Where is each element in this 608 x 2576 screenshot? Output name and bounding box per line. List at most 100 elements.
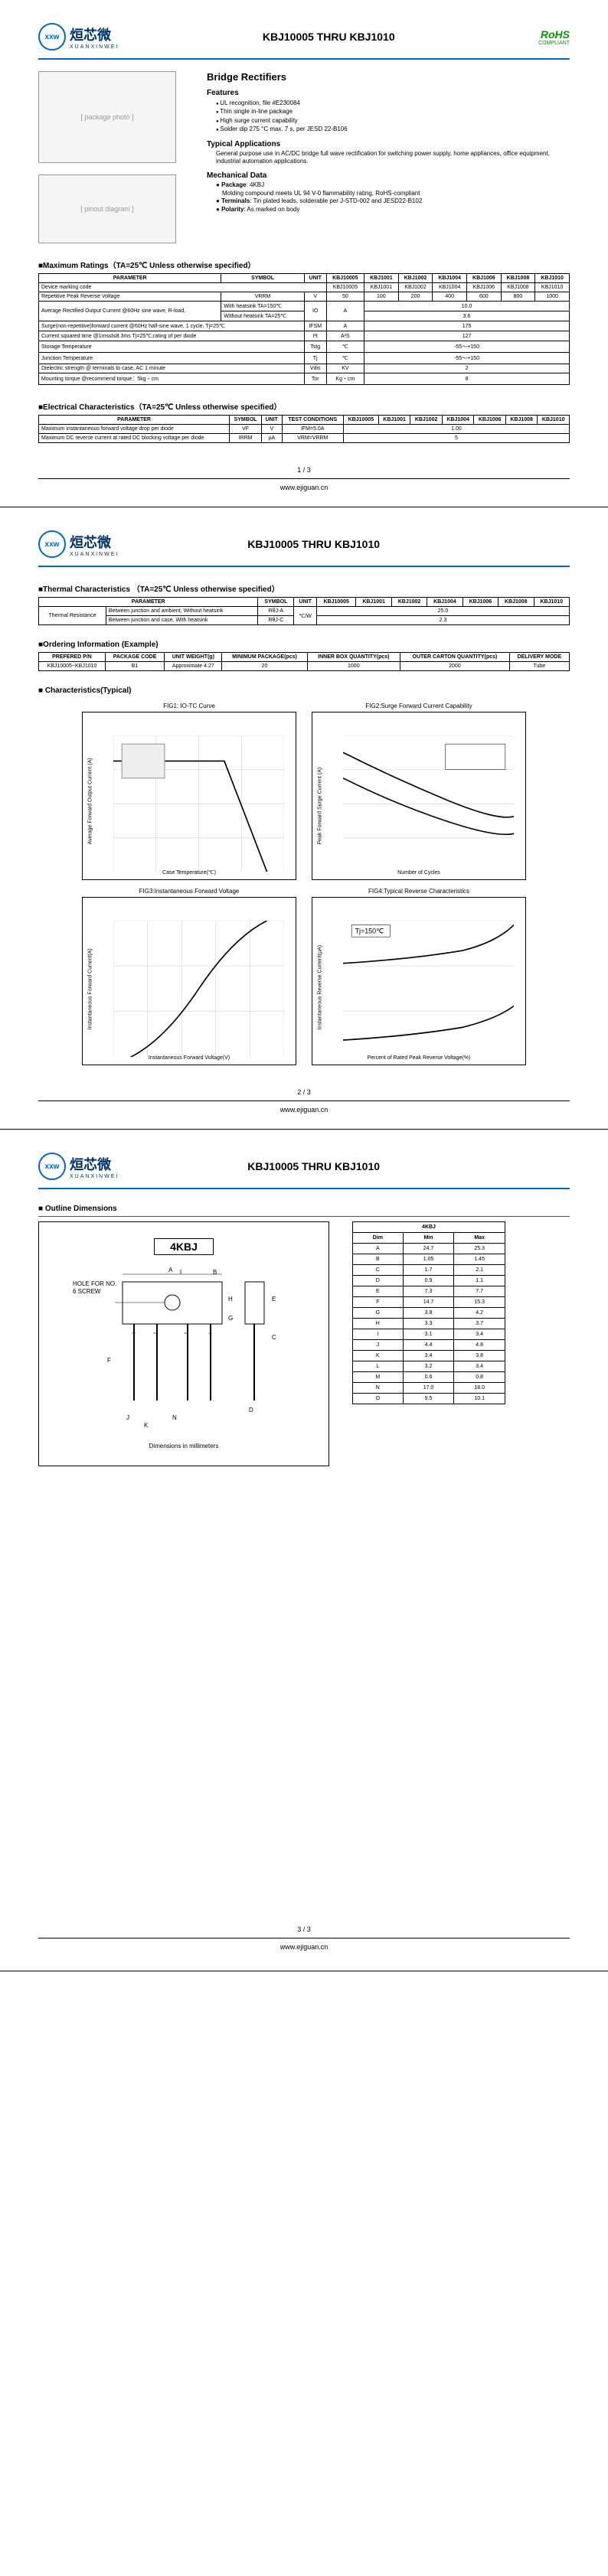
table-row: N17.018.0 bbox=[353, 1383, 505, 1394]
footer-url: www.ejiguan.cn bbox=[38, 1106, 570, 1114]
td: A bbox=[326, 321, 364, 331]
svg-text:A: A bbox=[168, 1267, 173, 1273]
svg-text:E: E bbox=[272, 1296, 276, 1303]
td: 2000 bbox=[400, 662, 510, 671]
td: IFSM bbox=[304, 321, 326, 331]
td: Device marking code bbox=[39, 283, 327, 292]
td: 3.3 bbox=[403, 1319, 454, 1329]
table-row: Device marking code KBJ10005 KBJ1001 KBJ… bbox=[39, 283, 570, 292]
table-row: Junction Temperature Tj ℃ -55～+150 bbox=[39, 353, 570, 364]
td: -55～+150 bbox=[364, 353, 570, 364]
th: Dim bbox=[353, 1233, 404, 1244]
footer-rule bbox=[38, 478, 570, 479]
td: 600 bbox=[466, 292, 501, 302]
td: KBJ10005~KBJ1010 bbox=[39, 662, 106, 671]
apps-text: General purpose use in AC/DC bridge full… bbox=[216, 150, 570, 166]
td: KV bbox=[326, 364, 364, 373]
svg-text:~: ~ bbox=[153, 1329, 157, 1337]
th: KBJ1008 bbox=[498, 598, 534, 607]
brand-en: XUANXINWEI bbox=[70, 1174, 119, 1179]
rohs-title: RoHS bbox=[538, 28, 570, 41]
features-title: Features bbox=[207, 89, 570, 97]
td: IO bbox=[304, 302, 326, 321]
td: KBJ1001 bbox=[364, 283, 399, 292]
td: 3.4 bbox=[454, 1361, 505, 1372]
table-row: M0.60.8 bbox=[353, 1372, 505, 1383]
td: 0.8 bbox=[454, 1372, 505, 1383]
package-schematic: [ pinout diagram ] bbox=[38, 174, 176, 243]
fig4-chart: Instantaneous Reverse Current(μA) Percen… bbox=[312, 897, 526, 1065]
th: UNIT WEIGHT(g) bbox=[165, 653, 222, 662]
table-row: O9.510.1 bbox=[353, 1394, 505, 1404]
td: I bbox=[353, 1329, 404, 1340]
td: Tstg bbox=[304, 341, 326, 353]
feature-item: UL recognition, file #E230084 bbox=[216, 99, 570, 107]
brand-cn: 烜芯微 bbox=[70, 532, 119, 552]
table-row: J4.44.8 bbox=[353, 1340, 505, 1351]
td: KBJ1004 bbox=[433, 283, 467, 292]
td: Maximum instantaneous forward voltage dr… bbox=[39, 425, 230, 434]
td: 1.45 bbox=[454, 1254, 505, 1265]
chart-row-1: FIG1: IO-TC Curve Average Forward Output… bbox=[38, 703, 570, 880]
footer-url: www.ejiguan.cn bbox=[38, 1943, 570, 1951]
td: 17.0 bbox=[403, 1383, 454, 1394]
td: µA bbox=[262, 434, 283, 443]
dim-note: Dimensions in millimeters bbox=[149, 1443, 219, 1449]
page-3: xxw 烜芯微 XUANXINWEI KBJ10005 THRU KBJ1010… bbox=[0, 1130, 608, 1971]
table-row: H3.33.7 bbox=[353, 1319, 505, 1329]
td: 2.3 bbox=[317, 616, 570, 625]
char-title: ■ Characteristics(Typical) bbox=[38, 686, 570, 695]
td: RθJ-C bbox=[258, 616, 294, 625]
table-row: G3.84.2 bbox=[353, 1308, 505, 1319]
fig3-ylabel: Instantaneous Forward Current(A) bbox=[88, 938, 93, 1030]
table-row: Maximum instantaneous forward voltage dr… bbox=[39, 425, 570, 434]
th: KBJ1010 bbox=[534, 598, 569, 607]
td: O bbox=[353, 1394, 404, 1404]
logo-area: xxw 烜芯微 XUANXINWEI bbox=[38, 1153, 119, 1180]
package-outline-svg: HOLE FOR NO. 6 SCREW + ~ ~ − bbox=[61, 1263, 306, 1439]
max-ratings-title: ■Maximum Ratings（TA=25℃ Unless otherwise… bbox=[38, 259, 570, 270]
td: A bbox=[326, 302, 364, 321]
brand-cn: 烜芯微 bbox=[70, 24, 119, 44]
td: 25.0 bbox=[317, 607, 570, 616]
th: KBJ1006 bbox=[463, 598, 498, 607]
mech-title: Mechanical Data bbox=[207, 171, 570, 180]
fig3-chart: Instantaneous Forward Current(A) Instant… bbox=[82, 897, 296, 1065]
th: TEST CONDITIONS bbox=[282, 416, 343, 425]
td: V bbox=[262, 425, 283, 434]
td: 3.2 bbox=[403, 1361, 454, 1372]
td: 3.7 bbox=[454, 1319, 505, 1329]
td: Maximum DC reverse current at rated DC b… bbox=[39, 434, 230, 443]
table-row: Thermal Resistance Between junction and … bbox=[39, 607, 570, 616]
th: PACKAGE CODE bbox=[106, 653, 165, 662]
table-row: Mounting torque @recommend torque：5kg・cm… bbox=[39, 373, 570, 385]
svg-text:H: H bbox=[228, 1296, 233, 1303]
td: KBJ1008 bbox=[501, 283, 535, 292]
table-row: Dielectric strength @ terminals to case,… bbox=[39, 364, 570, 373]
drawing-title: 4KBJ bbox=[154, 1238, 214, 1255]
td: 8 bbox=[364, 373, 570, 385]
th: KBJ1004 bbox=[427, 598, 463, 607]
td: 24.7 bbox=[403, 1244, 454, 1254]
svg-text:K: K bbox=[144, 1422, 149, 1429]
svg-text:+: + bbox=[132, 1329, 136, 1337]
table-row: D0.91.1 bbox=[353, 1276, 505, 1286]
td: 4.8 bbox=[454, 1340, 505, 1351]
td: Tor bbox=[304, 373, 326, 385]
header-rule bbox=[38, 1188, 570, 1189]
chart-row-2: FIG3:Instantaneous Forward Voltage Insta… bbox=[38, 888, 570, 1065]
td: H bbox=[353, 1319, 404, 1329]
info-column: Bridge Rectifiers Features UL recognitio… bbox=[207, 71, 570, 243]
mech-item: Molding compound meets UL 94 V-0 flammab… bbox=[222, 190, 570, 197]
td: 15.3 bbox=[454, 1297, 505, 1308]
th: UNIT bbox=[294, 598, 317, 607]
hole-note: HOLE FOR NO. bbox=[73, 1280, 116, 1287]
td: 3.8 bbox=[403, 1308, 454, 1319]
hole-note-2: 6 SCREW bbox=[73, 1288, 101, 1295]
th: UNIT bbox=[304, 274, 326, 283]
outline-title: ■ Outline Dimensions bbox=[38, 1205, 570, 1213]
header-rule bbox=[38, 58, 570, 60]
td: 3.6 bbox=[364, 311, 570, 321]
td: Kg・cm bbox=[326, 373, 364, 385]
th: UNIT bbox=[262, 416, 283, 425]
